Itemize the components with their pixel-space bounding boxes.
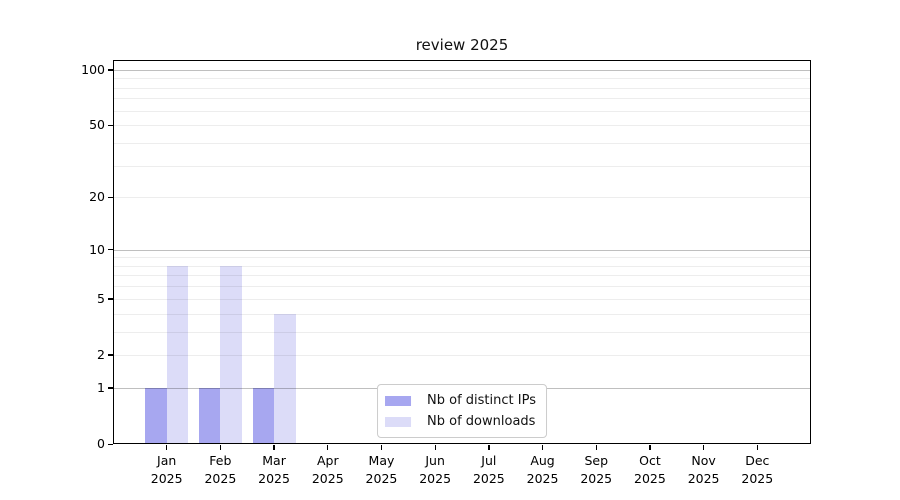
x-tick-mark-jan [166,445,168,450]
gridline-30 [113,165,811,167]
y-tick-label-10: 10 [89,241,105,257]
bar-distinct-ips-jan [145,387,167,444]
chart-title: review 2025 [415,36,509,54]
y-tick-mark-2 [108,354,113,356]
y-tick-label-1: 1 [97,379,105,395]
y-tick-mark-5 [108,298,113,300]
x-tick-label-apr: Apr 2025 [311,453,344,486]
legend-item-downloads: Nb of downloads [385,414,536,429]
legend-item-distinct-ips: Nb of distinct IPs [385,393,536,408]
gridline-3 [113,331,811,333]
y-tick-mark-20 [108,196,113,198]
gridline-8 [113,265,811,267]
x-tick-mark-jul [488,445,490,450]
gridline-4 [113,313,811,315]
bar-distinct-ips-feb [198,387,221,444]
y-tick-mark-1 [108,387,113,389]
y-tick-mark-0 [108,443,113,445]
x-tick-mark-jun [434,445,436,450]
gridline-70 [113,98,811,100]
x-tick-mark-apr [327,445,329,450]
y-tick-label-0: 0 [97,436,105,451]
bar-downloads-feb [220,265,242,444]
x-tick-mark-dec [756,445,758,450]
x-tick-label-jun: Jun 2025 [419,453,452,486]
gridline-10 [113,249,811,251]
y-tick-label-100: 100 [81,61,105,77]
x-tick-label-jan: Jan 2025 [150,453,183,486]
gridline-5 [113,298,811,300]
gridline-20 [113,197,811,199]
y-tick-label-2: 2 [97,346,105,362]
gridline-7 [113,275,811,277]
legend-swatch-downloads [385,416,412,427]
y-tick-label-5: 5 [97,290,105,306]
x-tick-label-feb: Feb 2025 [204,453,237,486]
gridline-50 [113,125,811,127]
x-tick-label-mar: Mar 2025 [258,453,290,486]
legend-label-downloads: Nb of downloads [427,414,536,429]
plot-area: Nb of distinct IPs Nb of downloads [113,60,811,444]
gridline-40 [113,142,811,144]
x-tick-label-sep: Sep 2025 [580,453,613,486]
gridline-6 [113,286,811,288]
gridline-100 [113,69,811,71]
y-tick-mark-50 [108,124,113,126]
x-tick-mark-nov [703,445,705,450]
gridline-60 [113,110,811,112]
x-tick-label-oct: Oct 2025 [634,453,666,486]
x-tick-label-dec: Dec 2025 [741,453,774,486]
x-tick-mark-sep [595,445,597,450]
gridline-90 [113,78,811,80]
bars-layer [113,60,811,444]
gridline-2 [113,354,811,356]
x-tick-label-may: May 2025 [365,453,398,486]
legend-swatch-distinct-ips [385,395,412,406]
bar-downloads-jan [166,265,189,444]
y-tick-label-50: 50 [89,117,105,133]
x-tick-label-aug: Aug 2025 [526,453,559,486]
x-tick-mark-may [380,445,383,450]
x-tick-mark-mar [273,445,275,450]
x-tick-label-jul: Jul 2025 [472,453,505,486]
x-tick-mark-feb [219,445,222,450]
gridline-80 [113,87,811,89]
legend-label-distinct-ips: Nb of distinct IPs [427,393,536,408]
gridline-9 [113,257,811,259]
x-tick-label-nov: Nov 2025 [687,453,720,486]
x-tick-mark-aug [541,445,544,450]
y-tick-mark-10 [108,249,113,251]
x-tick-mark-oct [649,445,651,450]
y-tick-mark-100 [108,69,113,71]
bar-downloads-mar [274,313,296,444]
legend: Nb of distinct IPs Nb of downloads [377,384,547,438]
y-tick-label-20: 20 [89,189,105,205]
bar-distinct-ips-mar [252,387,275,444]
